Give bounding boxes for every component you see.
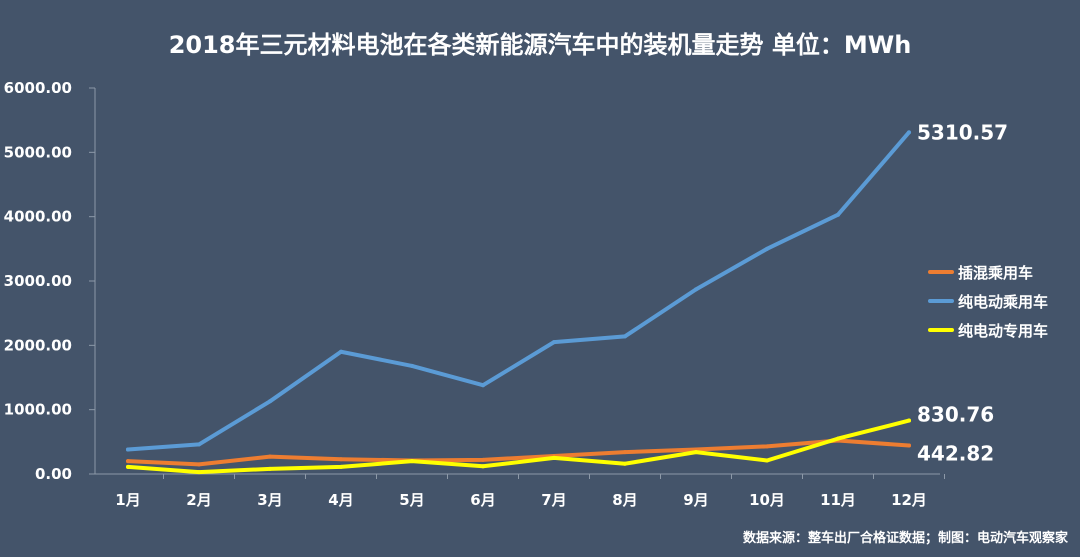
x-tick-label: 10月 — [749, 491, 785, 509]
x-tick-label: 9月 — [683, 491, 708, 509]
x-tick-label: 3月 — [257, 491, 282, 509]
data-point — [481, 383, 485, 388]
data-point — [765, 458, 769, 463]
data-point — [694, 450, 698, 455]
x-tick-label: 5月 — [399, 491, 424, 509]
data-point — [836, 212, 840, 217]
data-point — [623, 450, 627, 455]
data-point — [339, 464, 343, 469]
data-point — [268, 399, 272, 404]
data-point — [623, 461, 627, 466]
x-tick-label: 4月 — [328, 491, 353, 509]
data-point — [765, 444, 769, 449]
data-point — [126, 464, 130, 469]
data-point — [339, 457, 343, 462]
series-lines — [126, 130, 911, 475]
end-value-label: 442.82 — [917, 442, 994, 466]
series-line-1 — [126, 438, 911, 467]
y-tick-label: 0.00 — [35, 465, 72, 483]
legend-label: 纯电动专用车 — [958, 322, 1048, 340]
x-tick-label: 6月 — [470, 491, 495, 509]
x-tick-label: 11月 — [820, 491, 856, 509]
data-point — [836, 436, 840, 441]
source-note: 数据来源：整车出厂合格证数据；制图：电动汽车观察家 — [743, 530, 1069, 546]
data-point — [268, 466, 272, 471]
data-point — [197, 462, 201, 467]
data-point — [197, 442, 201, 447]
data-point — [410, 459, 414, 464]
x-tick-label: 12月 — [891, 491, 927, 509]
y-tick-labels: 0.00 1000.00 2000.00 3000.00 4000.00 5000.00 6… — [4, 79, 95, 483]
data-point — [694, 287, 698, 292]
x-tick-label: 7月 — [541, 491, 566, 509]
data-point — [623, 334, 627, 339]
data-point — [765, 246, 769, 251]
y-tick-label: 3000.00 — [4, 272, 72, 290]
x-tick-labels: 1月 2月 3月 4月 5月 6月 7月 8月 9月 10月 11月 12月 — [115, 474, 945, 509]
data-point — [481, 457, 485, 462]
data-point — [552, 340, 556, 345]
y-tick-label: 6000.00 — [4, 79, 72, 97]
end-value-label: 5310.57 — [917, 120, 1008, 144]
data-point — [552, 455, 556, 460]
y-tick-label: 4000.00 — [4, 208, 72, 226]
y-tick-label: 2000.00 — [4, 336, 72, 354]
series-line-3 — [126, 418, 911, 475]
end-value-label: 830.76 — [917, 403, 994, 427]
data-point — [907, 418, 911, 423]
data-point — [339, 349, 343, 354]
data-point — [126, 459, 130, 464]
data-point — [268, 454, 272, 459]
end-value-labels: 5310.57 830.76 442.82 — [917, 120, 1008, 465]
legend-label: 纯电动乘用车 — [958, 293, 1048, 311]
data-point — [197, 470, 201, 475]
series-line-2 — [126, 130, 911, 452]
legend-label: 插混乘用车 — [958, 264, 1033, 282]
data-point — [907, 443, 911, 448]
y-tick-label: 5000.00 — [4, 143, 72, 161]
data-point — [410, 363, 414, 368]
y-tick-label: 1000.00 — [4, 401, 72, 419]
x-tick-label: 1月 — [115, 491, 140, 509]
data-point — [126, 447, 130, 452]
chart-title: 2018年三元材料电池在各类新能源汽车中的装机量走势 单位：MWh — [169, 31, 912, 59]
x-tick-label: 8月 — [612, 491, 637, 509]
x-tick-label: 2月 — [186, 491, 211, 509]
data-point — [481, 464, 485, 469]
data-point — [907, 130, 911, 135]
